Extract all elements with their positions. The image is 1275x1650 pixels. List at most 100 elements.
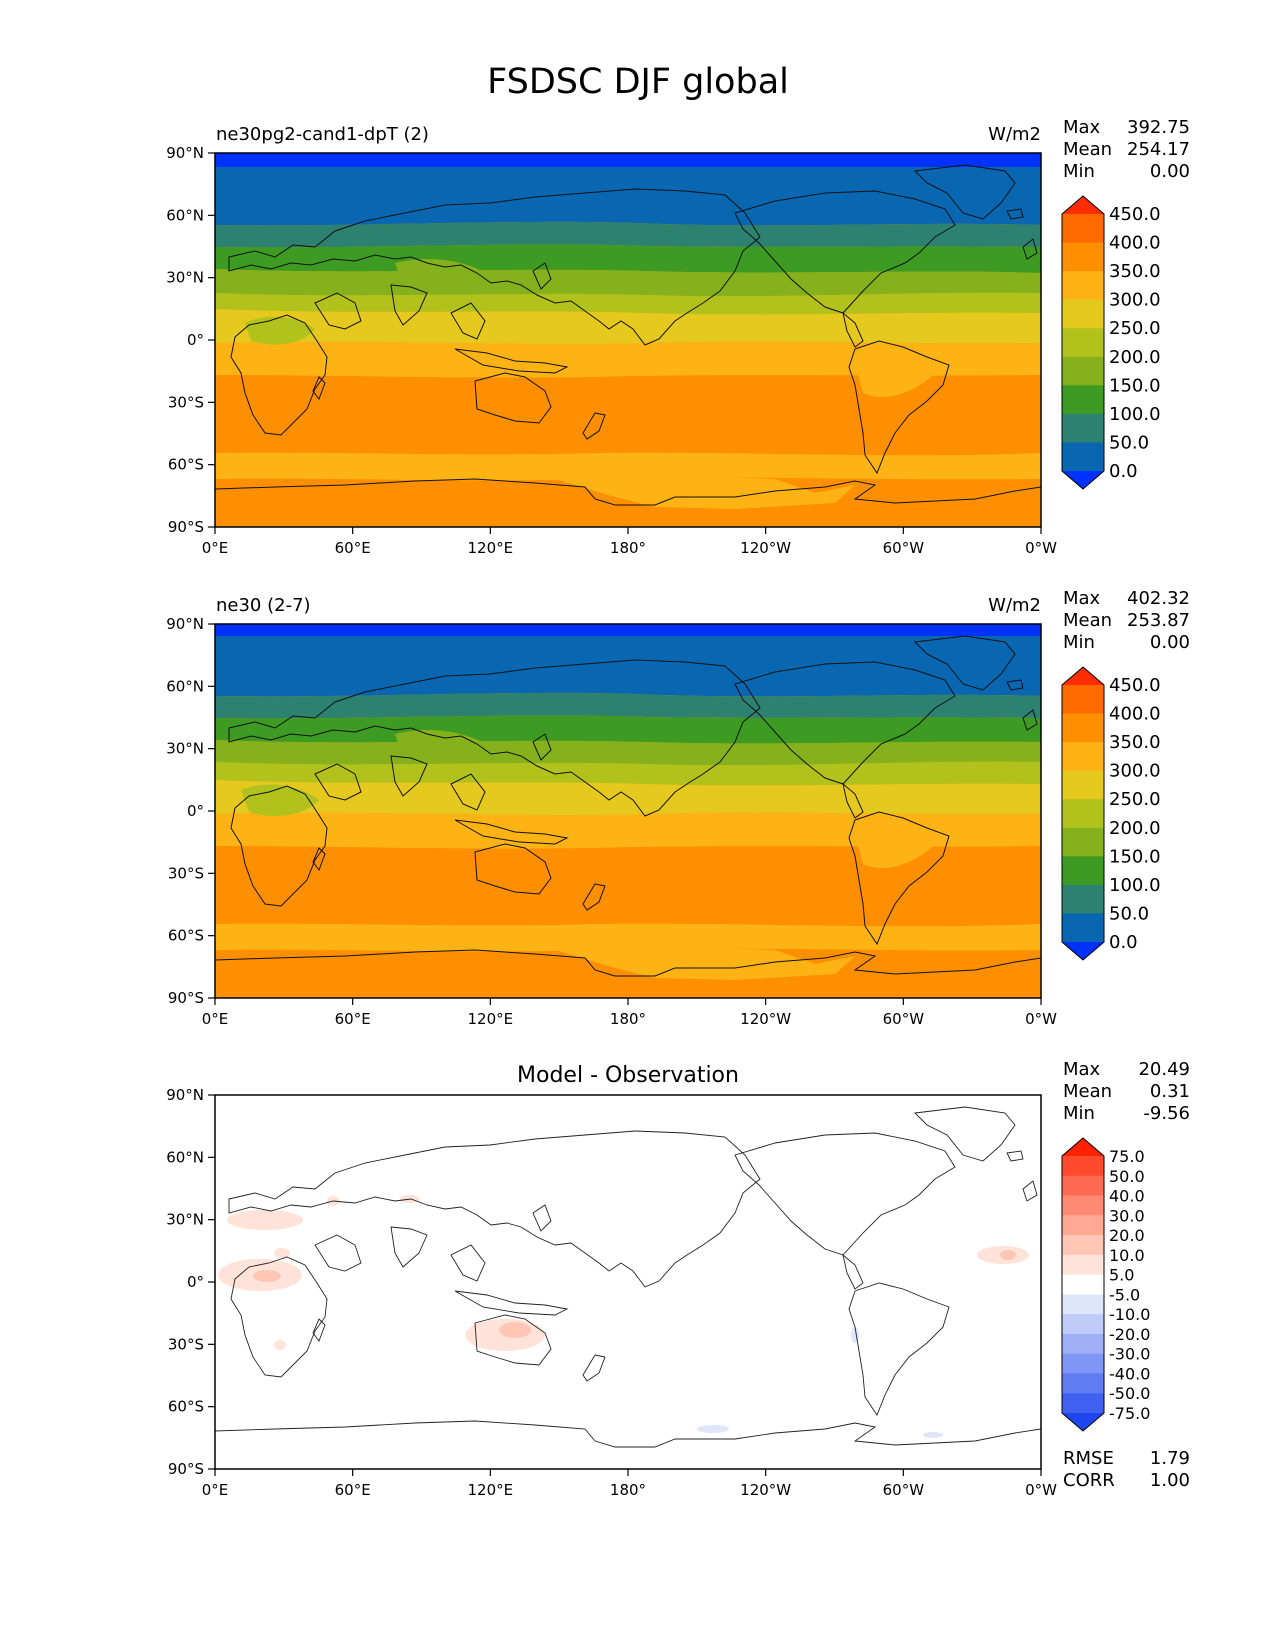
colorbar-segment (1062, 799, 1104, 829)
colorbar-extend-max (1062, 667, 1104, 685)
colorbar-extend-max (1062, 1138, 1104, 1156)
colorbar-tick-label: 250.0 (1109, 318, 1161, 339)
lat-tick-label: 0° (187, 802, 204, 820)
colorbar-tick-label: 0.0 (1109, 932, 1138, 953)
lon-tick-label: 0°E (202, 539, 229, 557)
colorbar-tick-label: 5.0 (1109, 1266, 1134, 1285)
colorbar-segment (1062, 1393, 1104, 1414)
lat-tick-label: 30°S (168, 393, 204, 411)
stat-label: Mean (1063, 610, 1112, 631)
stat-label: Max (1063, 588, 1101, 609)
stat-value: 20.49 (1138, 1059, 1190, 1080)
lon-tick-label: 0°W (1025, 1481, 1057, 1499)
colorbar-segment (1062, 1235, 1104, 1256)
panel-title-center: Model - Observation (517, 1063, 739, 1088)
colorbar-tick-label: -75.0 (1109, 1404, 1150, 1423)
lon-tick-label: 120°E (468, 539, 514, 557)
lon-tick-label: 0°W (1025, 1010, 1057, 1028)
panel-3: Model - Observation (166, 1059, 1190, 1499)
colorbar-segment (1062, 742, 1104, 772)
lon-tick-label: 0°E (202, 1481, 229, 1499)
panel-units: W/m2 (988, 595, 1041, 616)
lat-tick-label: 30°N (166, 269, 204, 287)
lat-tick-label: 30°S (168, 1335, 204, 1353)
colorbar-segment (1062, 884, 1104, 914)
lon-tick-label: 60°E (335, 539, 371, 557)
colorbar-segment (1062, 770, 1104, 800)
lat-tick-label: 30°N (166, 1211, 204, 1229)
panel-title-left: ne30 (2-7) (216, 595, 311, 616)
colorbar-outline (1061, 1137, 1105, 1432)
lat-tick-label: 60°N (166, 1148, 204, 1166)
stat-value: 392.75 (1127, 117, 1190, 138)
colorbar-tick-label: 150.0 (1109, 846, 1161, 867)
lon-tick-label: 180° (610, 1481, 646, 1499)
stat-value: 253.87 (1127, 610, 1190, 631)
latitude-axis: 90°N 60°N 30°N 0° 30°S 60°S 90°S (166, 1086, 215, 1478)
lon-tick-label: 60°W (883, 1481, 925, 1499)
stat-value: 0.00 (1150, 161, 1190, 182)
colorbar-tick-label: 200.0 (1109, 818, 1161, 839)
lon-tick-label: 60°E (335, 1481, 371, 1499)
colorbar-segment (1062, 1294, 1104, 1315)
colorbar: 75.050.040.030.020.010.05.0-5.0-10.0-20.… (1061, 1137, 1150, 1432)
colorbar: 450.0 400.0 350.0 300.0 250.0 200.0 150.0 100.0… (1061, 195, 1161, 490)
map-area (215, 153, 1041, 527)
colorbar-segment (1062, 1254, 1104, 1276)
colorbar-segment (1062, 299, 1104, 329)
colorbar-segment (1062, 413, 1104, 443)
colorbar-tick-label: 50.0 (1109, 903, 1149, 924)
lat-tick-label: 90°N (166, 144, 204, 162)
colorbar-tick-label: 250.0 (1109, 789, 1161, 810)
colorbar-tick-label: 450.0 (1109, 204, 1161, 225)
error-stats-block: RMSE 1.79 CORR 1.00 (1063, 1448, 1190, 1491)
colorbar-segment (1062, 328, 1104, 358)
error-stat-value: 1.00 (1150, 1470, 1190, 1491)
map-area (215, 624, 1041, 998)
colorbar-tick-label: 50.0 (1109, 1167, 1145, 1186)
panel-2: ne30 (2-7) W/m2 (166, 588, 1190, 1028)
longitude-axis: 0°E 60°E 120°E 180° 120°W 60°W 0°W (202, 527, 1057, 557)
colorbar-segment (1062, 685, 1104, 715)
lon-tick-label: 180° (610, 539, 646, 557)
stats-block: Max 20.49 Mean 0.31 Min -9.56 (1063, 1059, 1190, 1124)
lon-tick-label: 180° (610, 1010, 646, 1028)
lat-tick-label: 60°S (168, 927, 204, 945)
figure-title: FSDSC DJF global (487, 62, 789, 102)
colorbar-segment (1062, 1175, 1104, 1197)
panel-units: W/m2 (988, 124, 1041, 145)
stat-value: -9.56 (1143, 1103, 1190, 1124)
lon-tick-label: 0°W (1025, 539, 1057, 557)
colorbar-extend-min (1062, 1413, 1104, 1431)
colorbar-segment (1062, 1333, 1104, 1355)
lat-tick-label: 90°N (166, 615, 204, 633)
stat-label: Min (1063, 161, 1095, 182)
lat-tick-label: 90°S (168, 989, 204, 1007)
lon-tick-label: 120°E (468, 1481, 514, 1499)
lon-tick-label: 60°W (883, 539, 925, 557)
colorbar-tick-label: 400.0 (1109, 704, 1161, 725)
lat-tick-label: 90°S (168, 518, 204, 536)
colorbar-segment (1062, 1195, 1104, 1216)
colorbar-outline (1061, 666, 1105, 961)
colorbar-tick-label: 75.0 (1109, 1147, 1145, 1166)
colorbar: 450.0 400.0 350.0 300.0 250.0 200.0 150.0 100.0… (1061, 666, 1161, 961)
latitude-axis: 90°N 60°N 30°N 0° 30°S 60°S 90°S (166, 144, 215, 536)
colorbar-extend-min (1062, 471, 1104, 489)
colorbar-tick-label: 300.0 (1109, 761, 1161, 782)
stats-block: Max 392.75 Mean 254.17 Min 0.00 (1063, 117, 1190, 182)
colorbar-segment (1062, 442, 1104, 472)
lat-tick-label: 60°N (166, 206, 204, 224)
colorbar-segment (1062, 271, 1104, 301)
lat-tick-label: 0° (187, 331, 204, 349)
lon-tick-label: 60°W (883, 1010, 925, 1028)
colorbar-tick-label: 400.0 (1109, 233, 1161, 254)
colorbar-segment (1062, 1215, 1104, 1236)
colorbar-tick-label: 200.0 (1109, 347, 1161, 368)
colorbar-tick-label: 350.0 (1109, 261, 1161, 282)
colorbar-segment (1062, 242, 1104, 272)
panel-1: ne30pg2-cand1-dpT (2) W/m2 (166, 117, 1190, 557)
colorbar-extend-min (1062, 942, 1104, 960)
lat-tick-label: 0° (187, 1273, 204, 1291)
lat-tick-label: 60°S (168, 456, 204, 474)
